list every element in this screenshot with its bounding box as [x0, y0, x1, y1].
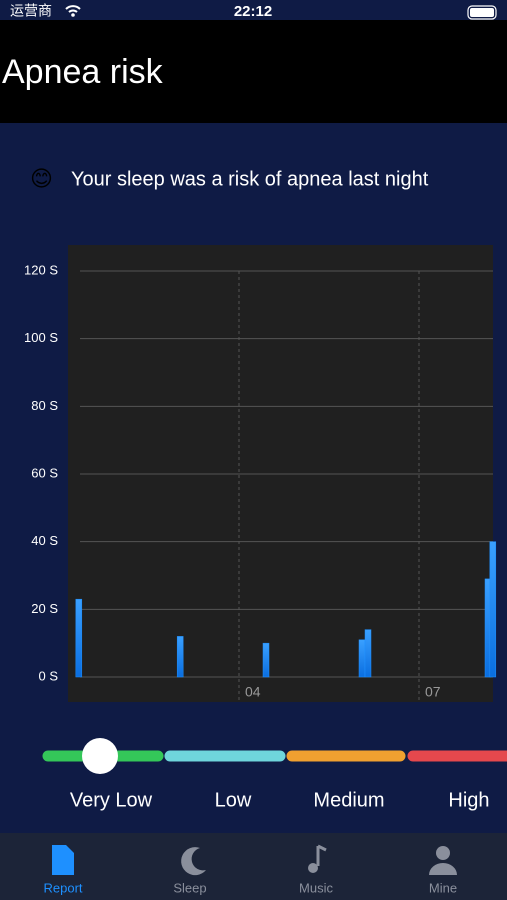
y-tick-label: 40 S: [31, 533, 58, 548]
y-tick-label: 120 S: [24, 262, 58, 277]
tab-label[interactable]: Report: [43, 880, 82, 895]
risk-label: Low: [215, 789, 252, 811]
x-tick-label: 04: [245, 684, 261, 700]
y-tick-label: 20 S: [31, 601, 58, 616]
bar: [489, 541, 497, 678]
emoji: 😊: [30, 166, 53, 191]
x-tick-label: 07: [425, 684, 441, 700]
slider-knob[interactable]: [82, 738, 118, 774]
mine-icon[interactable]: [436, 846, 450, 860]
carrier: 运营商: [10, 3, 52, 19]
battery-level: [470, 8, 494, 17]
header: [0, 20, 507, 123]
risk-scale: Very Low Low Medium High: [42, 738, 507, 811]
bar: [364, 629, 372, 678]
risk-message: Your sleep was a risk of apnea last nigh…: [71, 168, 429, 190]
clock: 22:12: [234, 3, 272, 20]
risk-label: Medium: [313, 789, 384, 811]
risk-label: High: [448, 789, 489, 811]
music-icon[interactable]: [316, 844, 327, 866]
bar: [262, 642, 270, 678]
sleep-icon[interactable]: [181, 847, 206, 876]
music-note-head: [308, 863, 318, 873]
report-icon[interactable]: [52, 845, 74, 875]
tab-label[interactable]: Sleep: [173, 880, 206, 895]
bar: [75, 598, 83, 678]
page-title: Apnea risk: [2, 53, 164, 91]
risk-label: Very Low: [70, 789, 153, 811]
tabs: Report Sleep Music Mine: [43, 880, 457, 895]
bar: [358, 639, 366, 678]
mine-icon-body: [429, 863, 457, 875]
y-tick-label: 100 S: [24, 330, 58, 345]
bar: [176, 636, 184, 678]
y-tick-label: 0 S: [38, 668, 58, 683]
y-tick-label: 80 S: [31, 398, 58, 413]
wifi-dot: [71, 13, 75, 17]
wifi-icon: [65, 5, 81, 13]
tab-bar: [0, 833, 507, 900]
battery: [467, 5, 497, 20]
tab-label[interactable]: Mine: [429, 880, 457, 895]
status-bar: [0, 0, 507, 20]
chart: 0 S 20 S 40 S 60 S 80 S 100 S 120 S 04 07: [24, 262, 497, 702]
y-tick-label: 60 S: [31, 465, 58, 480]
tab-label[interactable]: Music: [299, 880, 333, 895]
